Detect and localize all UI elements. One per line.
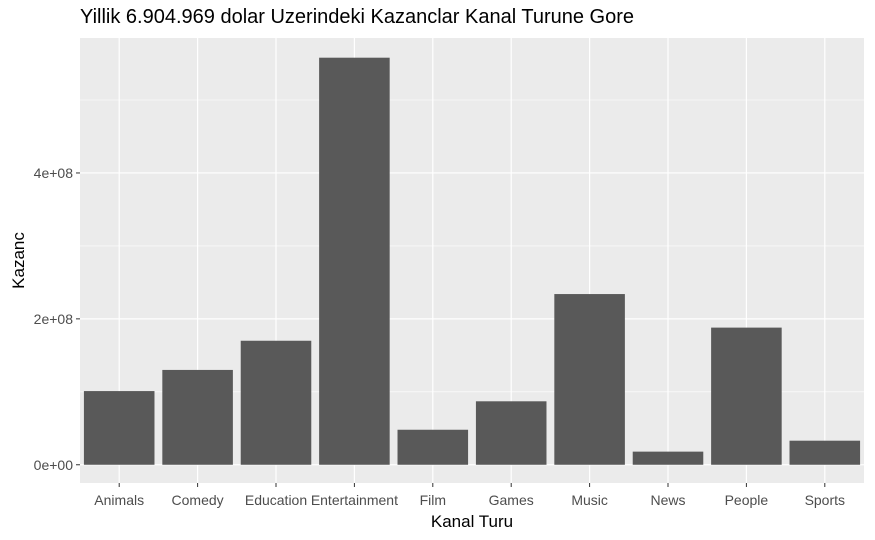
x-tick-label: Animals: [94, 492, 144, 508]
bar-news: [632, 451, 704, 465]
bar-film: [397, 429, 469, 465]
bar-people: [711, 327, 782, 465]
x-axis-title: Kanal Turu: [431, 512, 513, 531]
bar-music: [554, 294, 625, 465]
bar-animals: [83, 391, 155, 465]
x-tick-label: Sports: [805, 492, 845, 508]
x-tick-label: Music: [571, 492, 608, 508]
x-tick-label: People: [725, 492, 769, 508]
x-tick-label: Film: [420, 492, 446, 508]
bars: [83, 57, 861, 465]
x-tick-label: Entertainment: [311, 492, 398, 508]
x-axis: Animals Comedy Education Entertainment Film G…: [94, 483, 845, 508]
bar-sports: [789, 440, 861, 465]
bar-education: [240, 340, 312, 465]
x-tick-label: Games: [489, 492, 534, 508]
x-tick-label: Comedy: [172, 492, 224, 508]
y-axis: 0e+00 2e+08 4e+08: [34, 165, 80, 473]
y-tick-label: 2e+08: [34, 311, 74, 327]
bar-entertainment: [319, 57, 390, 465]
y-tick-label: 0e+00: [34, 457, 74, 473]
chart-title: Yillik 6.904.969 dolar Uzerindeki Kazanc…: [80, 6, 635, 28]
y-tick-label: 4e+08: [34, 165, 74, 181]
bar-games: [475, 401, 547, 465]
y-axis-title: Kazanc: [9, 232, 28, 289]
bar-comedy: [162, 369, 233, 465]
x-tick-label: News: [650, 492, 685, 508]
x-tick-label: Education: [245, 492, 307, 508]
